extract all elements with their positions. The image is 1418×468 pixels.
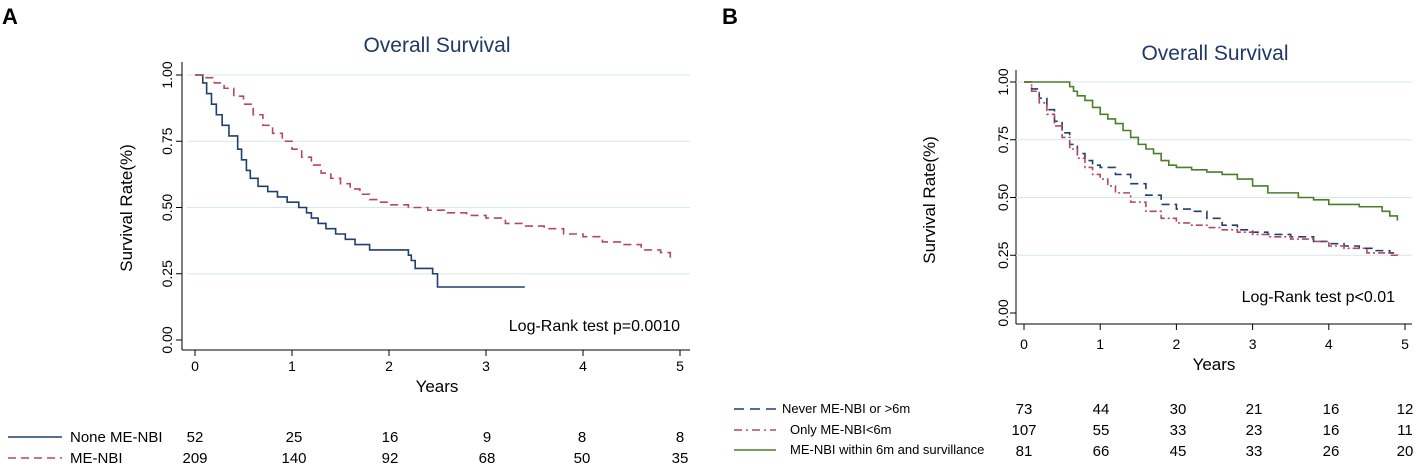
- risk-cell: 209: [182, 450, 207, 467]
- x-tick-label: 3: [1249, 336, 1257, 352]
- risk-cell: 55: [1093, 422, 1110, 439]
- risk-cell: 107: [1011, 422, 1036, 439]
- risk-cell: 12: [1397, 401, 1414, 418]
- risk-row-label: Never ME-NBI or >6m: [782, 401, 910, 416]
- risk-row-label: ME-NBI within 6m and survillance: [790, 442, 984, 457]
- risk-cell: 68: [479, 450, 496, 467]
- risk-cell: 140: [281, 450, 306, 467]
- y-tick-label: 1.00: [159, 61, 175, 88]
- panel-a-y-ticks: 0.00 0.25 0.50 0.75 1.00: [159, 61, 182, 354]
- panel-a-x-ticks: 0 1 2 3 4 5: [191, 350, 684, 374]
- risk-row-label: ME-NBI: [70, 450, 123, 467]
- y-tick-label: 0.75: [159, 127, 175, 154]
- panel-b-grid: [1016, 81, 1412, 256]
- panel-a-series: [195, 74, 672, 288]
- risk-cell: 11: [1397, 422, 1413, 439]
- risk-cell: 66: [1093, 443, 1110, 460]
- x-tick-label: 4: [1325, 336, 1333, 352]
- x-tick-label: 5: [676, 358, 684, 374]
- risk-row-label: Only ME-NBI<6m: [790, 422, 892, 437]
- panel-b-x-ticks: 0 1 2 3 4 5: [1020, 324, 1409, 352]
- y-tick-label: 0.25: [159, 260, 175, 287]
- y-tick-label: 0.50: [995, 184, 1011, 211]
- panel-b-ylabel: Survival Rate(%): [920, 136, 939, 264]
- x-tick-label: 0: [191, 358, 199, 374]
- x-tick-label: 1: [288, 358, 296, 374]
- risk-cell: 92: [382, 450, 399, 467]
- risk-row-label: None ME-NBI: [70, 429, 163, 446]
- x-tick-label: 4: [579, 358, 587, 374]
- risk-cell: 44: [1093, 401, 1110, 418]
- y-tick-label: 0.00: [159, 326, 175, 353]
- risk-cell: 21: [1246, 401, 1263, 418]
- panel-a: A Overall Survival Survival Rate(%) Year…: [2, 4, 690, 467]
- series-line-me-nbi: [195, 74, 672, 258]
- risk-cell: 33: [1246, 443, 1263, 460]
- risk-cell: 16: [1323, 422, 1340, 439]
- risk-cell: 50: [574, 450, 591, 467]
- risk-cell: 9: [483, 429, 491, 446]
- risk-cell: 35: [672, 450, 689, 467]
- series-line-never-me-nbi-or-6m: [1024, 81, 1399, 256]
- panel-b-risk-table: Never ME-NBI or >6m Only ME-NBI<6m ME-NB…: [734, 401, 1413, 460]
- series-line-only-me-nbi-6m: [1024, 81, 1399, 258]
- risk-cell: 30: [1170, 401, 1187, 418]
- x-tick-label: 2: [385, 358, 393, 374]
- risk-cell: 16: [1323, 401, 1340, 418]
- x-tick-label: 0: [1020, 336, 1028, 352]
- x-tick-label: 3: [482, 358, 490, 374]
- risk-cell: 8: [578, 429, 586, 446]
- panel-letter-a: A: [2, 4, 18, 29]
- panel-b-title: Overall Survival: [1141, 42, 1288, 65]
- panel-b: B Overall Survival Survival Rate(%) Year…: [722, 4, 1413, 460]
- panel-b-y-ticks: 0.00 0.25 0.50 0.75 1.00: [995, 68, 1016, 327]
- y-tick-label: 0.00: [995, 299, 1011, 326]
- panel-a-risk-table: None ME-NBI ME-NBI 52 25 16 9 8 8 209 14…: [8, 429, 688, 467]
- risk-cell: 20: [1397, 443, 1414, 460]
- risk-cell: 23: [1246, 422, 1263, 439]
- panel-a-xlabel: Years: [416, 377, 459, 396]
- risk-cell: 33: [1170, 422, 1187, 439]
- panel-a-title: Overall Survival: [363, 34, 510, 57]
- risk-cell: 16: [382, 429, 399, 446]
- y-tick-label: 0.50: [159, 194, 175, 221]
- panel-letter-b: B: [722, 4, 738, 29]
- risk-cell: 26: [1323, 443, 1340, 460]
- risk-cell: 25: [286, 429, 303, 446]
- risk-cell: 81: [1016, 443, 1033, 460]
- y-tick-label: 1.00: [995, 68, 1011, 95]
- x-tick-label: 2: [1173, 336, 1181, 352]
- panel-b-logrank-annotation: Log-Rank test p<0.01: [1242, 289, 1396, 306]
- y-tick-label: 0.25: [995, 241, 1011, 268]
- x-tick-label: 5: [1401, 336, 1409, 352]
- x-tick-label: 1: [1096, 336, 1104, 352]
- risk-cell: 73: [1016, 401, 1033, 418]
- risk-cell: 52: [187, 429, 204, 446]
- series-line-none-me-nbi: [195, 74, 525, 288]
- panel-b-xlabel: Years: [1193, 355, 1236, 374]
- panel-a-ylabel: Survival Rate(%): [117, 144, 136, 272]
- panel-b-series: [1024, 81, 1399, 258]
- panel-a-logrank-annotation: Log-Rank test p=0.0010: [509, 318, 680, 335]
- risk-cell: 45: [1170, 443, 1187, 460]
- series-line-me-nbi-within-6m-and-survillance: [1024, 81, 1399, 221]
- y-tick-label: 0.75: [995, 126, 1011, 153]
- panel-a-grid: [187, 74, 690, 275]
- risk-cell: 8: [676, 429, 684, 446]
